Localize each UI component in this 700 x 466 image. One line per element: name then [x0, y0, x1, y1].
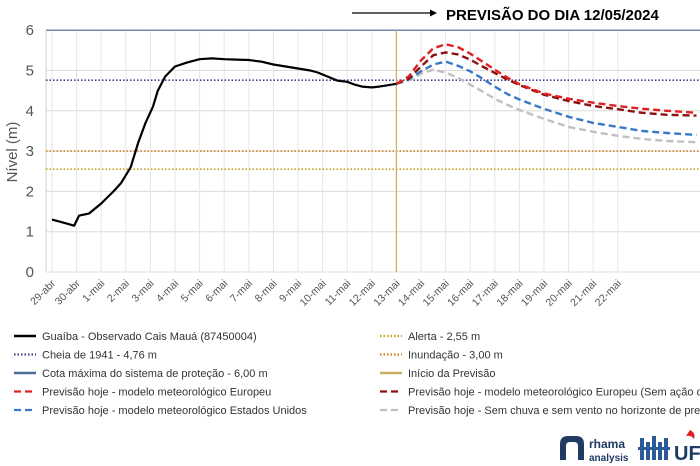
x-tick-label: 12-mai: [347, 278, 378, 309]
x-tick-label: 3-mai: [129, 278, 156, 305]
legend: Guaíba - Observado Cais Mauá (87450004) C…: [14, 331, 700, 417]
legend-label: Guaíba - Observado Cais Mauá (87450004): [42, 331, 257, 343]
building-logo: [638, 436, 670, 460]
y-tick-label: 1: [26, 224, 34, 241]
title-arrow-head: [430, 9, 437, 17]
x-tick-label: 19-mai: [519, 278, 550, 309]
y-tick-label: 5: [26, 63, 34, 80]
chart-title: PREVISÃO DO DIA 12/05/2024: [446, 6, 660, 24]
legend-label: Alerta - 2,55 m: [408, 331, 480, 343]
series-line: [51, 57, 397, 227]
uf-logo-mark: [686, 430, 695, 439]
x-tick-label: 8-mai: [252, 278, 279, 305]
y-tick-labels: 0 1 2 3 4 5 6: [26, 22, 34, 281]
reference-lines: [46, 29, 700, 272]
x-tick-label: 6-mai: [203, 278, 230, 305]
x-tick-labels: 29-abr30-abr1-mai2-mai3-mai4-mai5-mai6-m…: [28, 277, 624, 309]
x-tick-label: 13-mai: [371, 278, 402, 309]
legend-label: Inundação - 3,00 m: [408, 350, 503, 362]
legend-label: Início da Previsão: [408, 368, 495, 380]
x-tick-label: 20-mai: [544, 278, 575, 309]
x-tick-label: 21-mai: [568, 278, 599, 309]
x-tick-label: 5-mai: [179, 278, 206, 305]
rhama-logo-text: rhama: [589, 437, 625, 451]
series-line: [395, 43, 697, 114]
x-tick-label: 15-mai: [421, 278, 452, 309]
x-tick-label: 29-abr: [28, 277, 58, 307]
x-tick-label: 4-mai: [154, 278, 181, 305]
series-line: [395, 51, 697, 117]
y-tick-label: 4: [26, 103, 34, 120]
y-tick-label: 6: [26, 22, 34, 39]
x-tick-label: 10-mai: [298, 278, 329, 309]
x-tick-label: 30-abr: [53, 277, 83, 307]
rhama-logo-subtext: analysis: [589, 453, 629, 464]
x-tick-label: 2-mai: [105, 278, 132, 305]
y-axis-label: Nível (m): [4, 122, 21, 183]
rhama-logo-mark: [560, 436, 584, 460]
legend-label: Cheia de 1941 - 4,76 m: [42, 350, 157, 362]
y-tick-label: 0: [26, 264, 34, 281]
x-tick-label: 7-mai: [228, 278, 255, 305]
x-tick-label: 17-mai: [470, 278, 501, 309]
series-lines: [51, 43, 697, 227]
x-tick-label: 1-mai: [80, 278, 107, 305]
series-line: [396, 68, 697, 144]
legend-label: Previsão hoje - modelo meteorológico Eur…: [408, 387, 700, 399]
legend-label: Previsão hoje - modelo meteorológico Eur…: [42, 387, 271, 399]
legend-label: Cota máxima do sistema de proteção - 6,0…: [42, 368, 268, 380]
y-tick-label: 2: [26, 183, 34, 200]
uf-logo-text: UF: [674, 443, 700, 465]
series-line: [395, 60, 697, 137]
y-tick-label: 3: [26, 143, 34, 160]
legend-label: Previsão hoje - modelo meteorológico Est…: [42, 405, 307, 417]
x-tick-label: 16-mai: [445, 278, 476, 309]
rhama-logo: rhama analysis: [560, 436, 629, 464]
legend-label: Previsão hoje - Sem chuva e sem vento no…: [408, 405, 700, 417]
x-tick-label: 14-mai: [396, 278, 427, 309]
x-tick-label: 22-mai: [593, 278, 624, 309]
x-tick-label: 18-mai: [494, 278, 525, 309]
